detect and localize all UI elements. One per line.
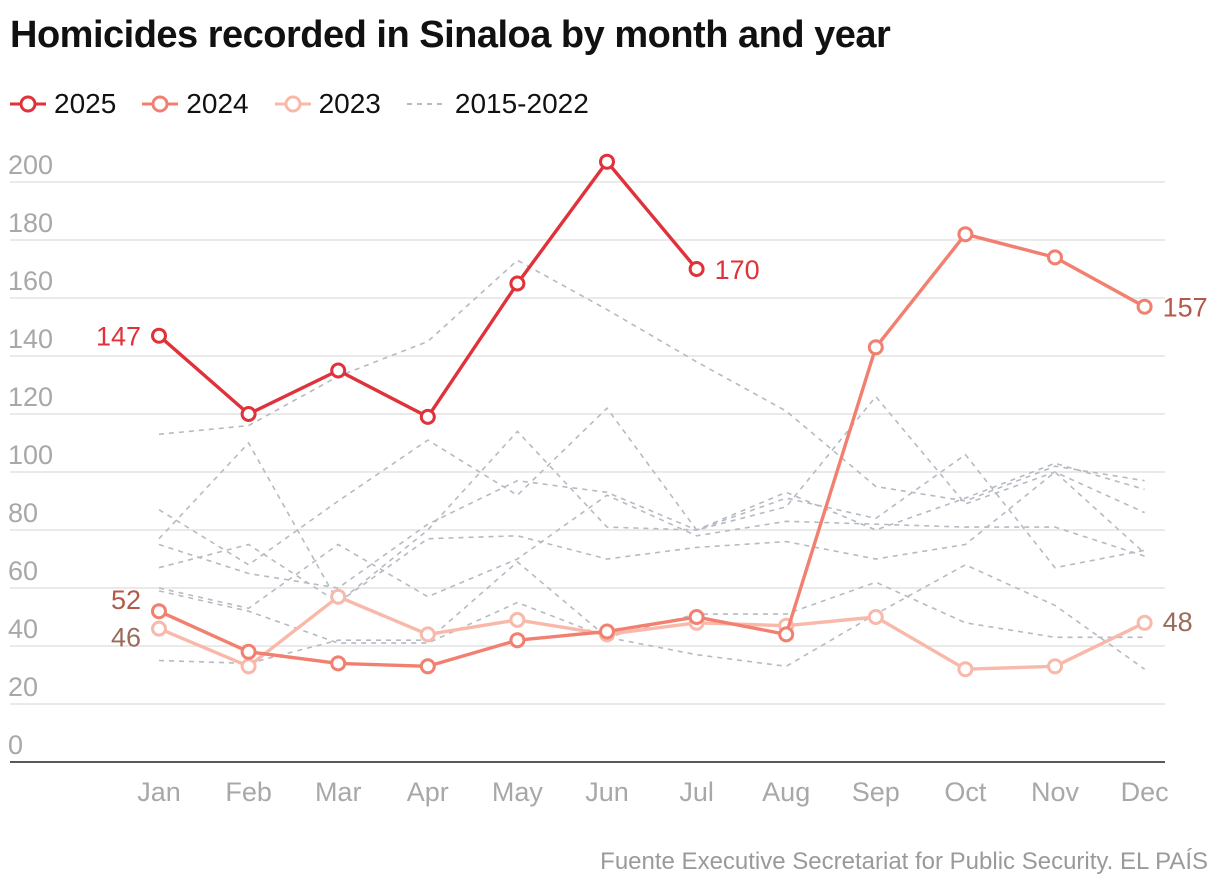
- data-point-2024-dec: [1136, 298, 1153, 315]
- data-point-2023-may: [509, 611, 526, 628]
- y-tick-label-80: 80: [8, 498, 38, 528]
- y-tick-label-60: 60: [8, 556, 38, 586]
- x-tick-label-jan: Jan: [137, 777, 181, 807]
- data-point-2024-jul: [688, 609, 705, 625]
- x-tick-label-nov: Nov: [1031, 777, 1080, 807]
- data-point-2025-jul: [688, 261, 705, 277]
- data-point-2023-jan: [151, 620, 167, 637]
- data-point-2025-feb: [240, 406, 257, 422]
- background-line-7: [158, 581, 1145, 644]
- legend-marker-2015-2022: [406, 103, 447, 105]
- data-label-2024-first: 52: [111, 585, 141, 615]
- x-tick-label-feb: Feb: [225, 777, 272, 807]
- x-tick-label-aug: Aug: [762, 777, 810, 807]
- x-tick-label-apr: Apr: [407, 777, 449, 807]
- y-tick-label-200: 200: [8, 150, 53, 180]
- legend-marker-2023: [274, 95, 311, 113]
- series-line-2023: [158, 595, 1146, 671]
- x-tick-label-sep: Sep: [852, 777, 900, 807]
- data-point-2023-nov: [1047, 658, 1063, 675]
- legend-marker-2024: [142, 95, 179, 113]
- chart-title: Homicides recorded in Sinaloa by month a…: [10, 14, 891, 56]
- background-line-5: [158, 430, 1145, 604]
- series-line-2024: [158, 232, 1146, 668]
- y-tick-label-40: 40: [8, 614, 38, 644]
- y-tick-label-20: 20: [8, 672, 38, 702]
- data-point-2025-jan: [151, 327, 167, 344]
- data-point-2024-mar: [330, 655, 347, 672]
- data-label-2024-last: 157: [1163, 293, 1208, 323]
- data-point-2024-oct: [957, 226, 974, 243]
- data-point-2024-jan: [151, 603, 167, 620]
- data-point-2025-may: [509, 275, 526, 292]
- data-point-2023-sep: [867, 609, 884, 625]
- data-point-2024-aug: [778, 626, 795, 643]
- data-point-2025-mar: [330, 362, 347, 379]
- legend-label-2024: 2024: [186, 88, 249, 119]
- legend-item-2024: 2024: [142, 88, 249, 120]
- data-point-2023-feb: [240, 658, 257, 675]
- legend-item-2015-2022: 2015-2022: [406, 88, 589, 120]
- data-point-2023-dec: [1136, 614, 1153, 631]
- legend-label-2023: 2023: [318, 88, 381, 119]
- x-tick-label-dec: Dec: [1121, 777, 1169, 807]
- data-point-2025-apr: [419, 408, 436, 425]
- background-line-6: [158, 494, 1145, 610]
- data-label-2023-first: 46: [111, 623, 141, 653]
- data-label-2025-first: 147: [96, 322, 141, 352]
- data-label-2023-last: 48: [1163, 607, 1193, 637]
- legend-item-2025: 2025: [10, 88, 116, 120]
- legend-marker-2025: [10, 95, 46, 113]
- x-tick-label-oct: Oct: [944, 777, 987, 807]
- legend-label-2025: 2025: [54, 88, 117, 119]
- legend-label-2015-2022: 2015-2022: [454, 88, 589, 119]
- x-tick-label-jun: Jun: [585, 777, 629, 807]
- y-tick-label-180: 180: [8, 208, 53, 238]
- y-tick-label-160: 160: [8, 266, 53, 296]
- data-point-2024-sep: [867, 339, 884, 356]
- chart-legend: 2025 2024 2023 2015-2022: [10, 88, 615, 120]
- data-label-2025-last: 170: [715, 255, 760, 285]
- data-point-2023-mar: [330, 588, 347, 605]
- y-tick-label-140: 140: [8, 324, 53, 354]
- data-point-2024-may: [509, 632, 526, 649]
- data-point-2024-nov: [1047, 249, 1063, 266]
- background-line-1: [158, 259, 1145, 502]
- background-line-3: [158, 395, 1145, 566]
- data-point-2024-feb: [240, 643, 257, 660]
- data-point-2024-apr: [419, 658, 436, 675]
- data-point-2023-oct: [957, 661, 974, 678]
- x-tick-label-jul: Jul: [679, 777, 714, 807]
- series-line-2025: [157, 160, 698, 419]
- x-tick-label-may: May: [492, 777, 544, 807]
- data-point-2023-apr: [419, 626, 436, 643]
- y-tick-label-100: 100: [8, 440, 53, 470]
- legend-item-2023: 2023: [274, 88, 381, 120]
- y-tick-label-120: 120: [8, 382, 53, 412]
- y-tick-label-0: 0: [8, 730, 23, 760]
- data-point-2024-jun: [599, 623, 615, 640]
- source-note: Fuente Executive Secretariat for Public …: [600, 848, 1208, 875]
- background-line-4: [158, 470, 1146, 604]
- data-point-2025-jun: [599, 153, 615, 170]
- background-line-8: [158, 560, 1146, 670]
- background-line-2: [158, 462, 1145, 589]
- x-tick-label-mar: Mar: [315, 777, 362, 807]
